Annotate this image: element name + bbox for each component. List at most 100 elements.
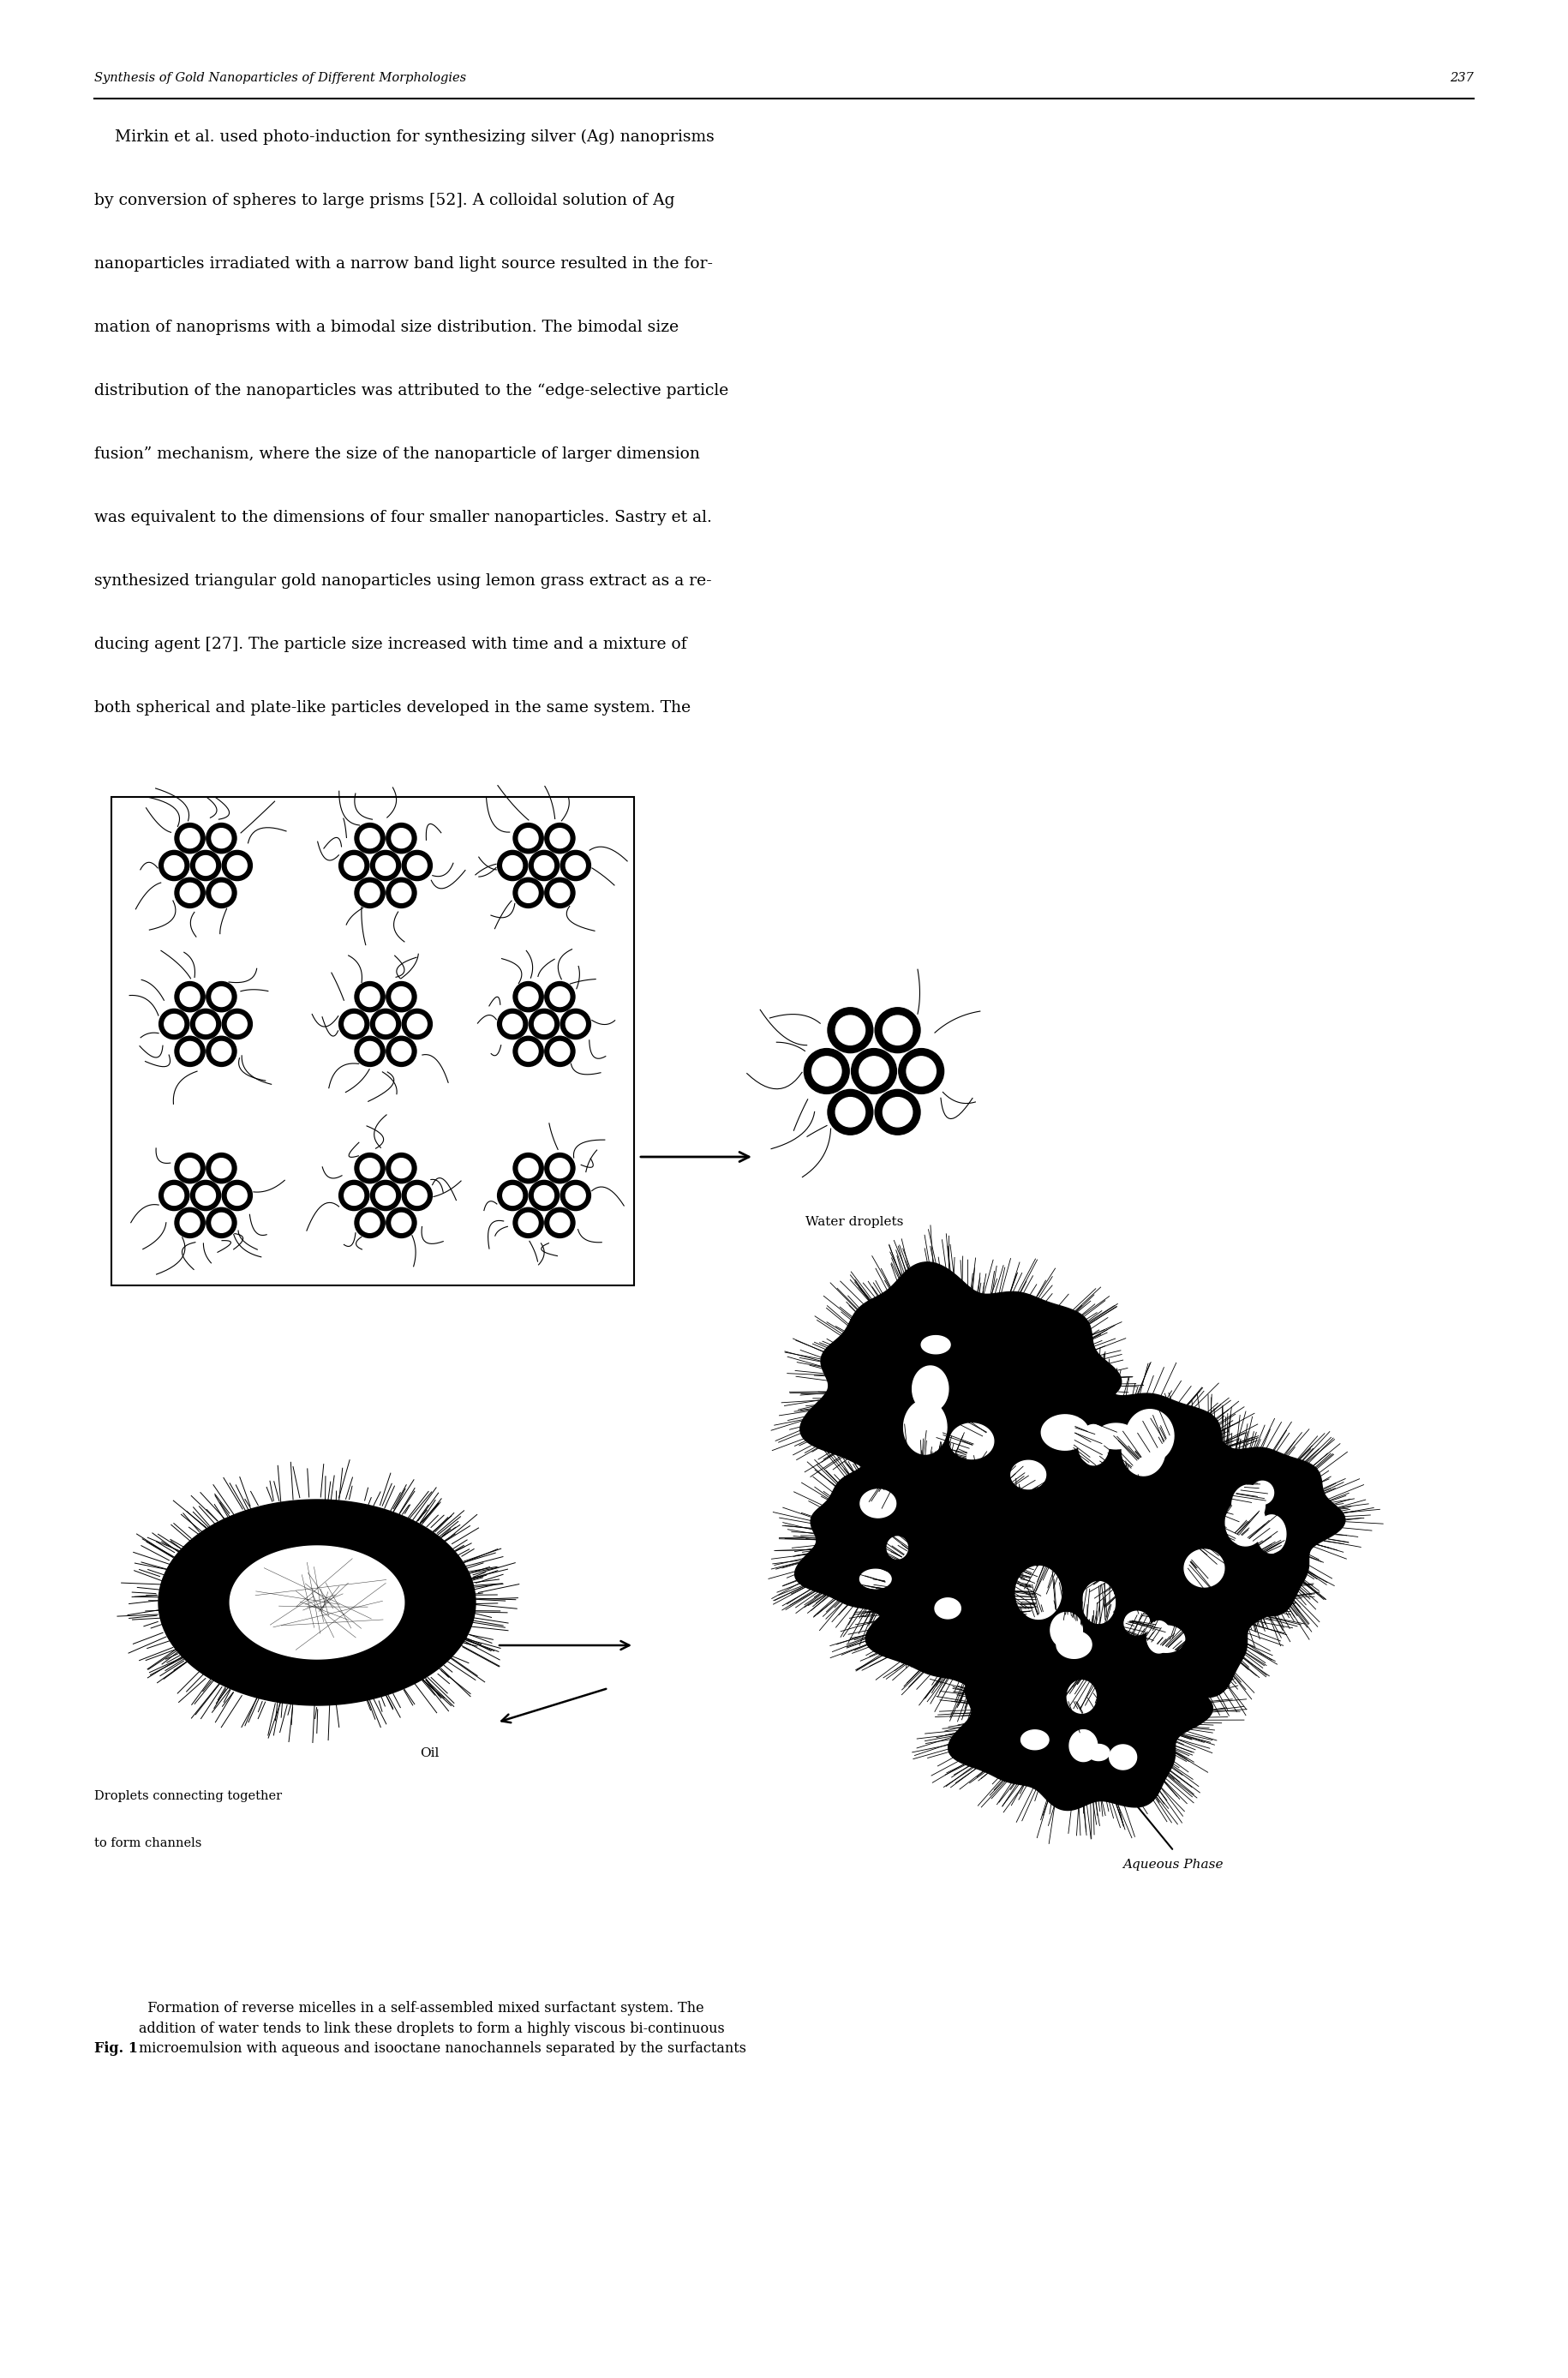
Circle shape <box>354 877 384 908</box>
Circle shape <box>359 882 379 904</box>
Circle shape <box>370 851 400 880</box>
Polygon shape <box>1077 1424 1109 1465</box>
Polygon shape <box>935 1598 960 1619</box>
Circle shape <box>898 1049 944 1094</box>
Circle shape <box>408 1015 426 1034</box>
Polygon shape <box>920 1336 950 1353</box>
Circle shape <box>386 1153 416 1184</box>
Circle shape <box>212 1213 230 1232</box>
Circle shape <box>513 1037 543 1065</box>
Circle shape <box>528 851 558 880</box>
Polygon shape <box>859 1489 895 1517</box>
Text: was equivalent to the dimensions of four smaller nanoparticles. Sastry et al.: was equivalent to the dimensions of four… <box>94 509 712 526</box>
Circle shape <box>359 987 379 1006</box>
Circle shape <box>544 823 574 854</box>
Polygon shape <box>1066 1681 1096 1712</box>
Polygon shape <box>1082 1581 1115 1624</box>
Polygon shape <box>1014 1567 1062 1619</box>
Circle shape <box>339 851 368 880</box>
Circle shape <box>207 823 237 854</box>
Circle shape <box>392 987 411 1006</box>
Text: Droplets connecting together: Droplets connecting together <box>94 1791 282 1803</box>
Circle shape <box>165 1015 183 1034</box>
Circle shape <box>190 1008 221 1039</box>
Polygon shape <box>1051 1612 1082 1648</box>
Circle shape <box>812 1056 840 1087</box>
Circle shape <box>392 828 411 849</box>
Circle shape <box>544 1037 574 1065</box>
Polygon shape <box>230 1546 405 1660</box>
Circle shape <box>560 851 591 880</box>
Circle shape <box>408 856 426 875</box>
Text: by conversion of spheres to large prisms [52]. A colloidal solution of Ag: by conversion of spheres to large prisms… <box>94 193 674 209</box>
Circle shape <box>212 987 230 1006</box>
Circle shape <box>528 1179 558 1210</box>
Circle shape <box>212 1042 230 1061</box>
Circle shape <box>180 1158 199 1177</box>
Circle shape <box>196 1015 215 1034</box>
Polygon shape <box>1225 1498 1265 1546</box>
Circle shape <box>174 982 205 1011</box>
Polygon shape <box>1121 1424 1165 1477</box>
Circle shape <box>180 1042 199 1061</box>
Circle shape <box>550 1042 569 1061</box>
Circle shape <box>227 1187 246 1206</box>
Circle shape <box>386 982 416 1011</box>
Polygon shape <box>1094 1424 1135 1448</box>
Circle shape <box>354 823 384 854</box>
Text: both spherical and plate-like particles developed in the same system. The: both spherical and plate-like particles … <box>94 699 690 716</box>
Polygon shape <box>1146 1622 1170 1653</box>
Circle shape <box>343 856 364 875</box>
Circle shape <box>560 1008 591 1039</box>
Circle shape <box>859 1056 887 1087</box>
Circle shape <box>339 1179 368 1210</box>
Bar <box>111 797 633 1286</box>
Circle shape <box>158 1179 190 1210</box>
Circle shape <box>550 987 569 1006</box>
Circle shape <box>401 1179 431 1210</box>
Circle shape <box>544 982 574 1011</box>
Circle shape <box>386 1208 416 1239</box>
Circle shape <box>401 1008 431 1039</box>
Circle shape <box>223 1008 252 1039</box>
Circle shape <box>207 982 237 1011</box>
Circle shape <box>376 1015 395 1034</box>
Text: synthesized triangular gold nanoparticles using lemon grass extract as a re-: synthesized triangular gold nanoparticle… <box>94 573 712 590</box>
Text: 237: 237 <box>1449 71 1472 83</box>
Polygon shape <box>1184 1550 1223 1586</box>
Circle shape <box>376 856 395 875</box>
Circle shape <box>836 1096 864 1127</box>
Circle shape <box>386 1037 416 1065</box>
Circle shape <box>550 882 569 904</box>
Text: Mirkin et al. used photo-induction for synthesizing silver (Ag) nanoprisms: Mirkin et al. used photo-induction for s… <box>94 128 713 145</box>
Circle shape <box>502 1187 522 1206</box>
Circle shape <box>223 851 252 880</box>
Circle shape <box>227 856 246 875</box>
Polygon shape <box>800 1263 1121 1505</box>
Circle shape <box>370 1008 400 1039</box>
Circle shape <box>513 1153 543 1184</box>
Text: fusion” mechanism, where the size of the nanoparticle of larger dimension: fusion” mechanism, where the size of the… <box>94 447 699 461</box>
Circle shape <box>828 1089 872 1134</box>
Circle shape <box>212 828 230 849</box>
Text: Aqueous Phase: Aqueous Phase <box>1121 1860 1223 1871</box>
Circle shape <box>180 828 199 849</box>
Circle shape <box>560 1179 591 1210</box>
Circle shape <box>566 856 585 875</box>
Circle shape <box>196 856 215 875</box>
Polygon shape <box>1126 1410 1173 1462</box>
Circle shape <box>207 1153 237 1184</box>
Circle shape <box>359 828 379 849</box>
Circle shape <box>544 1153 574 1184</box>
Text: Synthesis of Gold Nanoparticles of Different Morphologies: Synthesis of Gold Nanoparticles of Diffe… <box>94 71 466 83</box>
Polygon shape <box>1231 1484 1264 1524</box>
Polygon shape <box>158 1501 475 1705</box>
Circle shape <box>227 1015 246 1034</box>
Circle shape <box>502 1015 522 1034</box>
Circle shape <box>370 1179 400 1210</box>
Polygon shape <box>947 1610 1212 1810</box>
Circle shape <box>196 1187 215 1206</box>
Polygon shape <box>1256 1515 1286 1553</box>
Circle shape <box>343 1015 364 1034</box>
Circle shape <box>158 1008 190 1039</box>
